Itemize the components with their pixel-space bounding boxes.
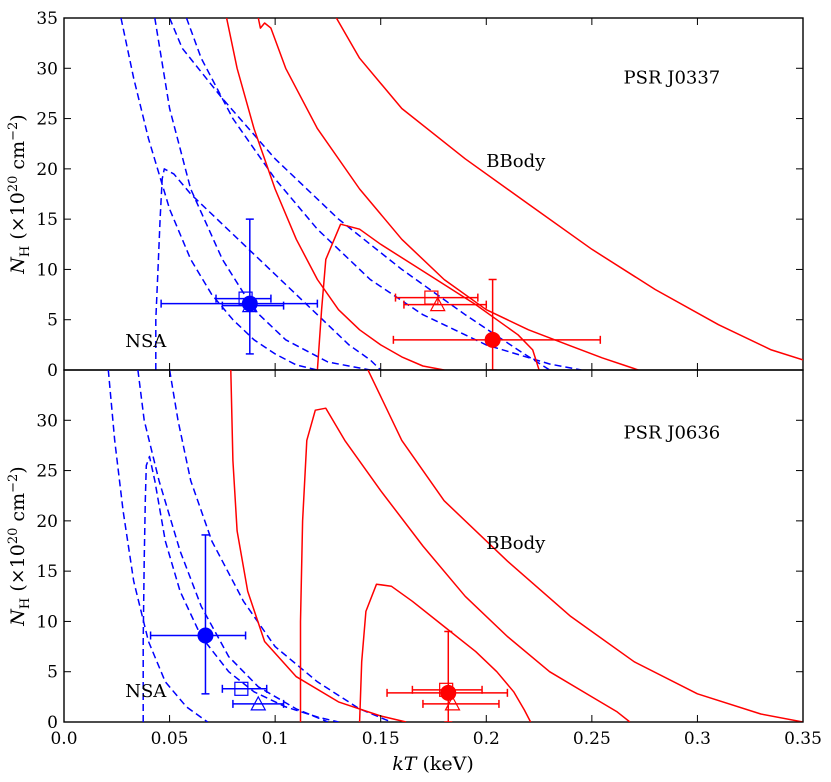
y-tick-label: 30 <box>36 411 58 431</box>
x-tick-label: 0.35 <box>784 729 822 749</box>
chart: PSR J0337 BBody NSA 0 5 10 15 20 25 30 35 PSR J063… <box>0 0 831 782</box>
panel-label-psr-j0337: PSR J0337 <box>624 67 721 88</box>
y-tick-label: 10 <box>36 260 58 280</box>
y-tick-label: 10 <box>36 612 58 632</box>
panel-label-psr-j0636: PSR J0636 <box>624 422 721 443</box>
panel-label-bbody: BBody <box>486 533 546 554</box>
y-tick-label: 5 <box>47 663 58 683</box>
y-tick-label: 15 <box>36 562 58 582</box>
panel-label-bbody: BBody <box>486 151 546 172</box>
x-tick-label: 0.25 <box>573 729 611 749</box>
x-axis-title: kT (keV) <box>392 753 474 775</box>
panel-label-nsa: NSA <box>125 331 167 352</box>
y-tick-label: 25 <box>36 462 58 482</box>
x-tick-label: 0.2 <box>473 729 500 749</box>
y-tick-label: 25 <box>36 110 58 130</box>
x-tick-label: 0.15 <box>362 729 400 749</box>
y-tick-label: 5 <box>47 311 58 331</box>
y-tick-label: 35 <box>36 9 58 29</box>
y-tick-label: 20 <box>36 512 58 532</box>
y-tick-label: 15 <box>36 210 58 230</box>
y-tick-label: 0 <box>47 361 58 381</box>
y-tick-label: 30 <box>36 59 58 79</box>
marker-circle <box>198 628 213 643</box>
y-tick-label: 20 <box>36 160 58 180</box>
marker-circle <box>485 332 500 347</box>
panel-label-nsa: NSA <box>125 681 167 702</box>
x-tick-label: 0.0 <box>50 729 77 749</box>
x-tick-label: 0.1 <box>262 729 289 749</box>
x-tick-label: 0.05 <box>151 729 189 749</box>
x-tick-label: 0.3 <box>684 729 711 749</box>
